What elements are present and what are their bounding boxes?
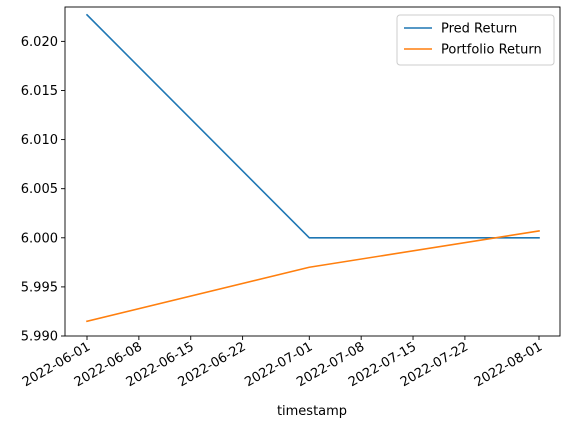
axes-layer <box>64 6 561 337</box>
y-tick-label: 6.015 <box>21 84 58 99</box>
legend-label-2: Portfolio Return <box>441 43 542 58</box>
legend-box <box>396 14 555 66</box>
y-tick-label: 6.005 <box>21 182 58 197</box>
series-layer <box>85 13 540 323</box>
series-line-2 <box>86 230 540 323</box>
y-tick-label: 6.020 <box>21 35 58 50</box>
x-axis-ticks: 2022-06-012022-06-082022-06-152022-06-22… <box>20 336 545 390</box>
y-tick-label: 6.000 <box>21 231 58 246</box>
y-tick-label: 6.010 <box>21 133 58 148</box>
x-axis-label: timestamp <box>277 404 347 419</box>
series-line-1 <box>85 13 540 239</box>
y-tick-label: 5.990 <box>21 330 58 345</box>
y-tick-label: 5.995 <box>21 280 58 295</box>
x-tick-label: 2022-08-01 <box>472 339 545 390</box>
axes-frame <box>64 6 561 337</box>
y-axis-ticks: 5.990 5.995 6.000 6.005 6.010 6.015 6.020 <box>21 35 65 345</box>
legend-label-1: Pred Return <box>441 22 517 37</box>
legend: Pred Return Portfolio Return <box>396 14 555 66</box>
